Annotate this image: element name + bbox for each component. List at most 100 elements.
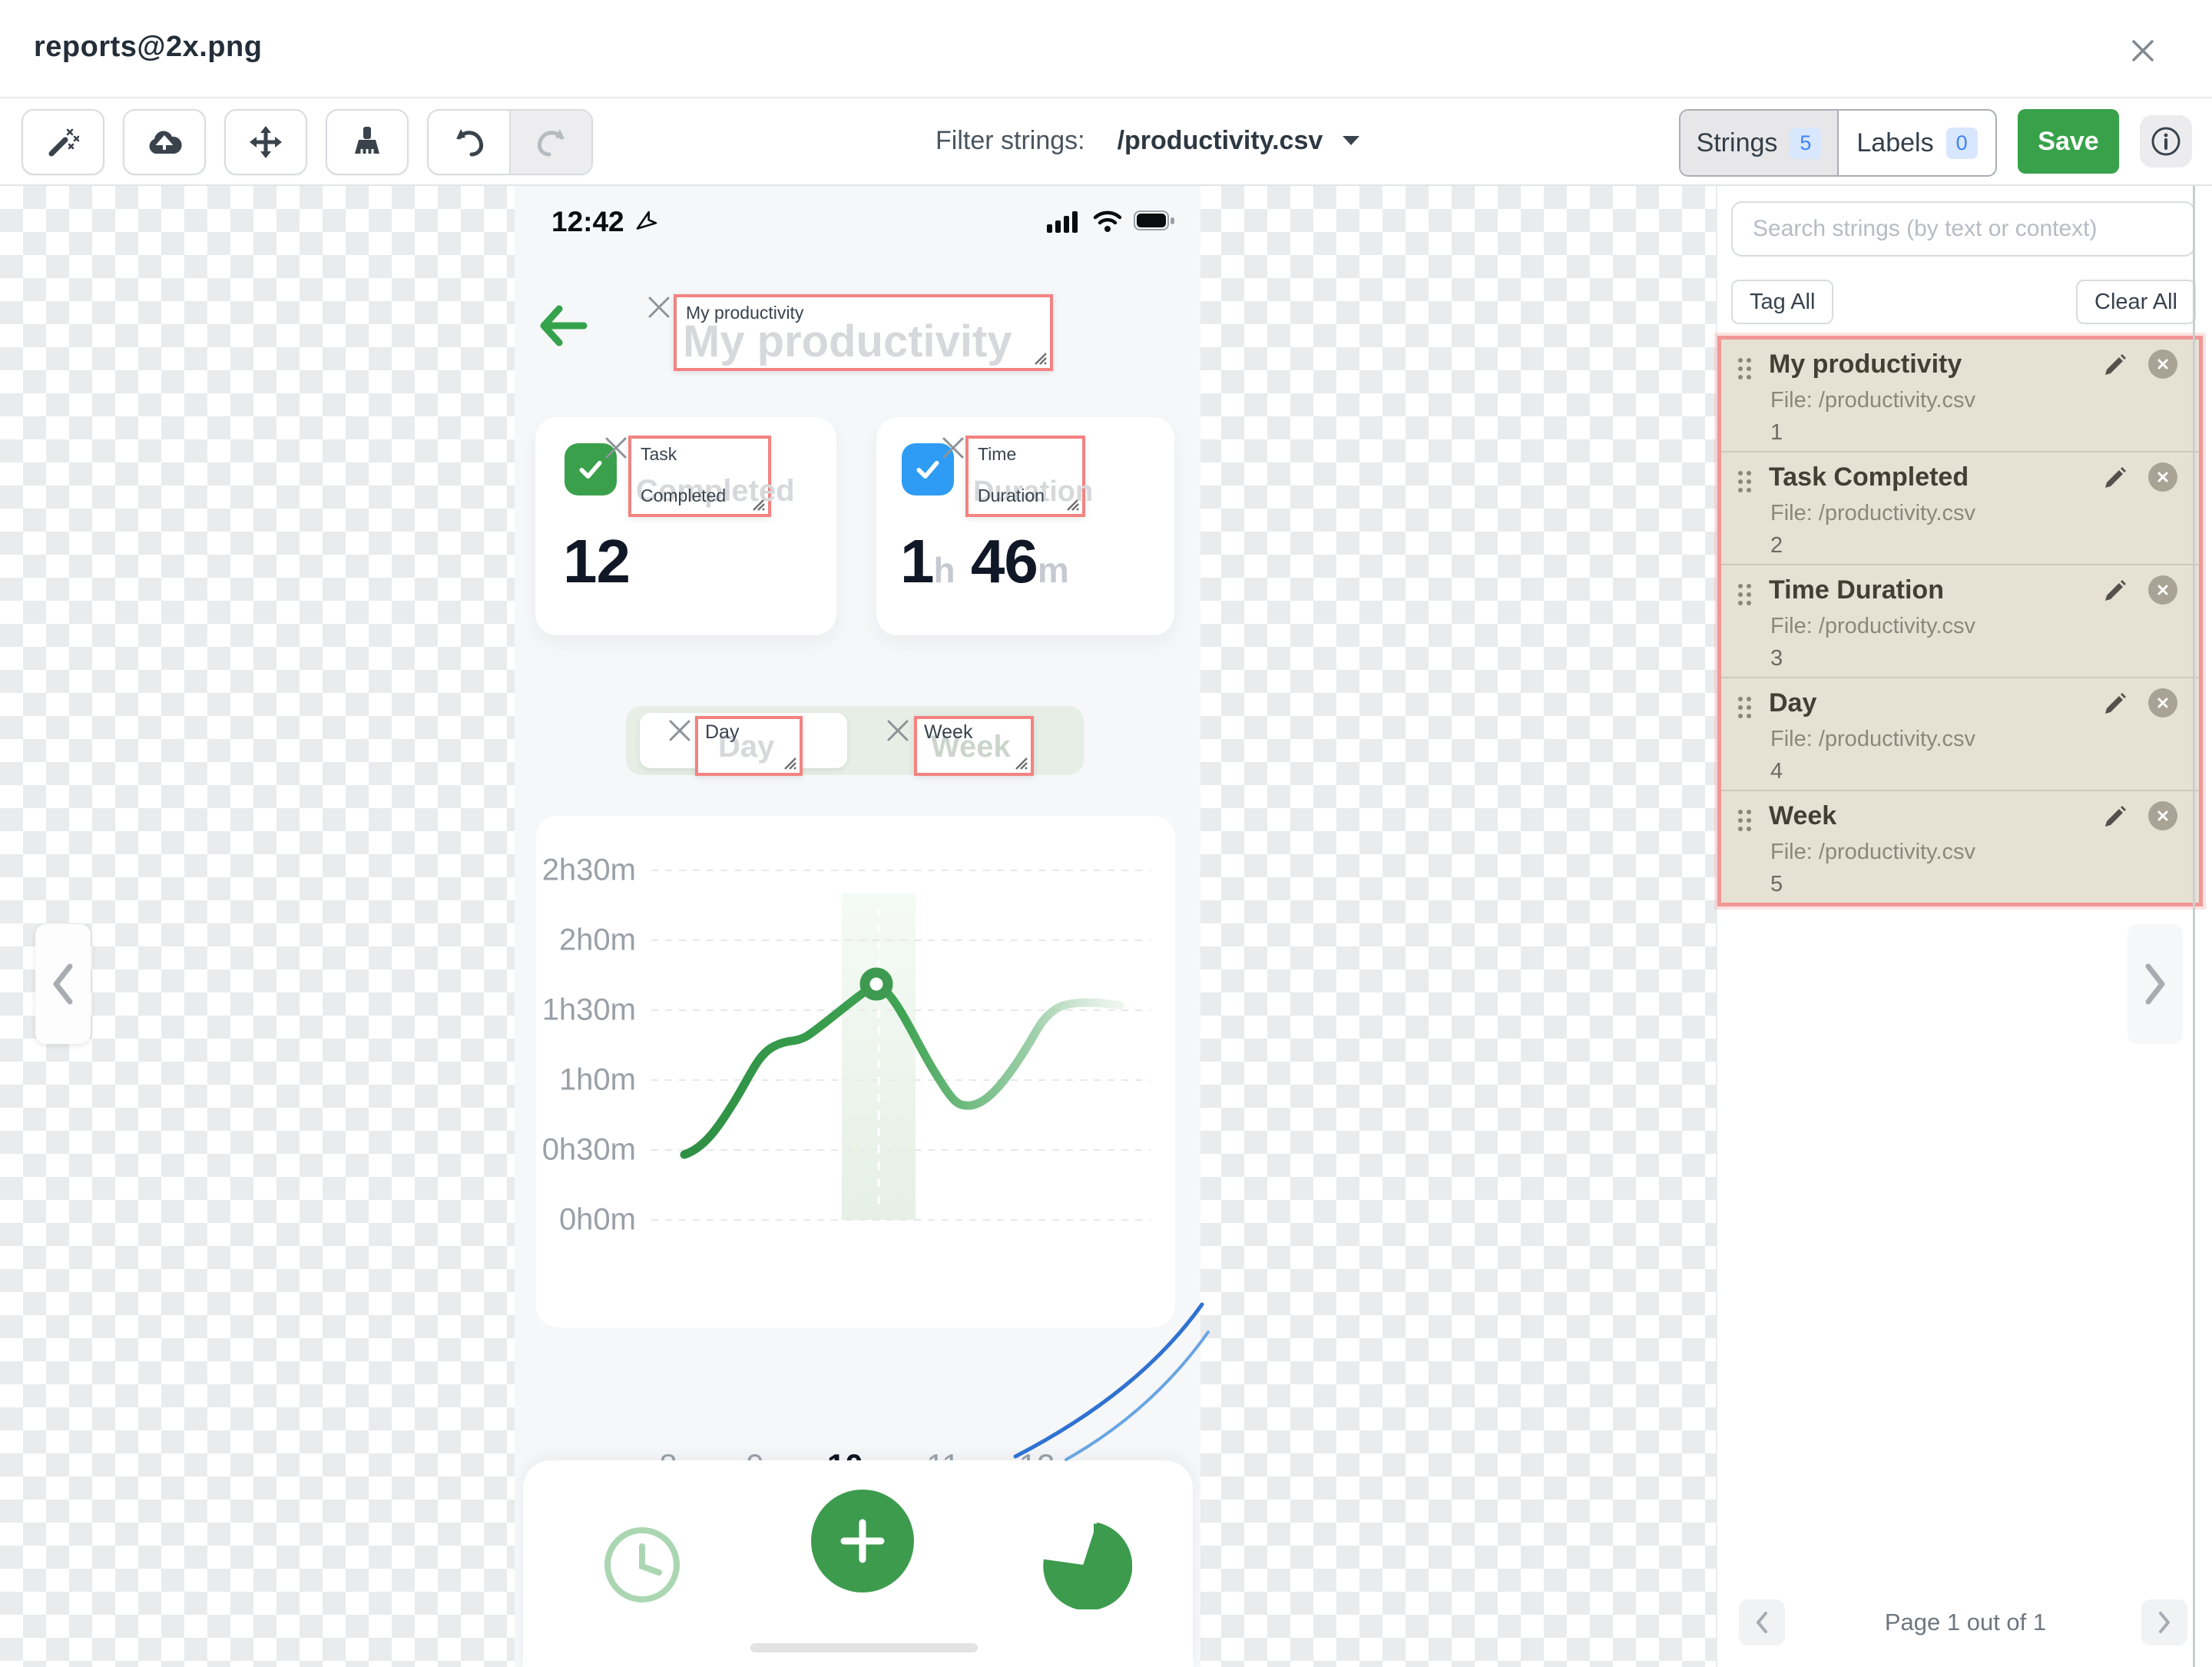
next-image-button[interactable] xyxy=(2128,924,2183,1044)
chart-plot xyxy=(651,870,1151,1221)
chevron-left-icon xyxy=(53,963,73,1005)
tab-labels-label: Labels xyxy=(1856,128,1934,157)
strings-list: My productivity File: /productivity.csv … xyxy=(1717,336,2203,906)
tag-label-line2: Completed xyxy=(641,486,727,505)
drag-handle-icon[interactable] xyxy=(1738,471,1751,492)
string-text: Day xyxy=(1769,688,1817,718)
remove-string-icon[interactable] xyxy=(2148,462,2177,492)
tag-label-line1: Task xyxy=(641,444,677,464)
home-indicator xyxy=(750,1643,978,1652)
filter-dropdown[interactable]: /productivity.csv xyxy=(1118,126,1362,156)
resize-handle-icon[interactable] xyxy=(1031,349,1048,366)
clear-all-button[interactable]: Clear All xyxy=(2076,280,2196,324)
tag-box-time-duration[interactable]: Time Duration Duration xyxy=(965,436,1093,517)
tag-box-day[interactable]: Day Day xyxy=(695,716,803,776)
undo-button[interactable] xyxy=(429,111,509,174)
upload-button[interactable] xyxy=(123,109,206,175)
brush-button[interactable] xyxy=(326,109,409,175)
day-week-toggle[interactable]: Day Day Week Week xyxy=(626,706,1084,776)
edit-pencil-icon[interactable] xyxy=(2102,804,2128,830)
tag-box-task-completed[interactable]: Task Completed Completed xyxy=(628,436,795,517)
string-item[interactable]: My productivity File: /productivity.csv … xyxy=(1721,340,2199,451)
strings-sidebar: Tag All Clear All My productivity File: … xyxy=(1716,186,2212,1667)
tag-box-week[interactable]: Week Week xyxy=(914,716,1034,776)
filter-value: /productivity.csv xyxy=(1117,125,1323,155)
edit-pencil-icon[interactable] xyxy=(2102,578,2128,604)
edit-pencil-icon[interactable] xyxy=(2102,352,2128,378)
tag-label: Week xyxy=(924,721,973,743)
remove-tag-icon[interactable] xyxy=(603,435,629,461)
brush-icon xyxy=(355,127,379,154)
edit-pencil-icon[interactable] xyxy=(2102,465,2128,491)
remove-string-icon[interactable] xyxy=(2148,688,2177,718)
toolbar: Filter strings: /productivity.csv String… xyxy=(0,98,2212,186)
ghost-text: Duration xyxy=(973,476,1094,508)
resize-handle-icon[interactable] xyxy=(780,754,797,771)
pie-chart-icon[interactable] xyxy=(1040,1517,1132,1609)
window-header: reports@2x.png xyxy=(0,0,2212,98)
drag-handle-icon[interactable] xyxy=(1738,358,1751,379)
string-item[interactable]: Week File: /productivity.csv 5 xyxy=(1721,790,2199,903)
back-arrow-icon[interactable] xyxy=(536,301,590,350)
move-button[interactable] xyxy=(224,109,307,175)
y-tick: 1h0m xyxy=(558,1062,636,1097)
save-button[interactable]: Save xyxy=(2018,109,2119,174)
string-item[interactable]: Task Completed File: /productivity.csv 2 xyxy=(1721,451,2199,564)
prev-image-button[interactable] xyxy=(35,924,91,1044)
scrollbar-track[interactable] xyxy=(2193,186,2195,1667)
resize-handle-icon[interactable] xyxy=(1063,495,1080,512)
ghost-text: Day xyxy=(718,730,775,764)
tag-all-button[interactable]: Tag All xyxy=(1731,280,1834,324)
history-clock-icon[interactable] xyxy=(602,1525,682,1605)
remove-tag-icon[interactable] xyxy=(667,718,693,744)
remove-string-icon[interactable] xyxy=(2148,575,2177,605)
tab-strings[interactable]: Strings 5 xyxy=(1681,111,1839,175)
remove-tag-icon[interactable] xyxy=(885,718,911,744)
remove-tag-icon[interactable] xyxy=(646,294,672,320)
peak-marker xyxy=(859,967,893,1001)
pagination-label: Page 1 out of 1 xyxy=(1884,1609,2047,1636)
info-button[interactable] xyxy=(2140,115,2192,167)
search-input[interactable] xyxy=(1731,201,2195,257)
drag-handle-icon[interactable] xyxy=(1738,697,1751,718)
duration-value: 1h 46m xyxy=(900,527,1069,595)
tag-box-my-productivity[interactable]: My productivity My productivity xyxy=(674,294,1053,371)
phone-screenshot: 12:42 xyxy=(515,186,1200,1667)
duration-line xyxy=(680,979,1124,1159)
y-tick: 0h30m xyxy=(541,1132,636,1167)
string-item[interactable]: Time Duration File: /productivity.csv 3 xyxy=(1721,564,2199,677)
plus-icon xyxy=(840,1519,885,1563)
y-tick: 1h30m xyxy=(541,993,636,1027)
tag-label-line2: Duration xyxy=(978,486,1045,505)
card-duration: 1h 46m xyxy=(876,417,1174,635)
drag-handle-icon[interactable] xyxy=(1738,810,1751,831)
duration-chart: 2h30m 2h0m 1h30m 1h0m 0h30m 0h0m xyxy=(536,816,1175,1483)
string-file: File: /productivity.csv xyxy=(1770,388,1975,413)
check-blue-icon xyxy=(902,443,954,495)
tab-labels[interactable]: Labels 0 xyxy=(1839,111,1995,175)
resize-handle-icon[interactable] xyxy=(749,495,766,512)
remove-string-icon[interactable] xyxy=(2148,350,2177,379)
page-prev-button[interactable] xyxy=(1739,1599,1785,1645)
tasks-value: 12 xyxy=(563,527,631,595)
page-next-button[interactable] xyxy=(2141,1599,2187,1645)
move-icon xyxy=(250,126,282,158)
redo-icon xyxy=(537,129,565,157)
remove-tag-icon[interactable] xyxy=(940,435,966,461)
drag-handle-icon[interactable] xyxy=(1738,584,1751,605)
tag-label-line1: Time xyxy=(978,444,1017,464)
tag-label: Day xyxy=(705,721,740,743)
string-text: Time Duration xyxy=(1769,575,1944,605)
magic-wand-button[interactable] xyxy=(22,109,104,175)
resize-handle-icon[interactable] xyxy=(1012,754,1028,771)
string-item[interactable]: Day File: /productivity.csv 4 xyxy=(1721,677,2199,790)
string-index: 5 xyxy=(1770,872,1783,896)
redo-button[interactable] xyxy=(509,111,591,174)
tab-strings-label: Strings xyxy=(1696,128,1778,157)
remove-string-icon[interactable] xyxy=(2148,801,2177,830)
edit-pencil-icon[interactable] xyxy=(2102,691,2128,717)
add-button[interactable] xyxy=(811,1490,914,1592)
chevron-left-icon xyxy=(1757,1612,1767,1633)
string-text: Week xyxy=(1769,801,1837,830)
close-icon[interactable] xyxy=(2126,34,2160,68)
